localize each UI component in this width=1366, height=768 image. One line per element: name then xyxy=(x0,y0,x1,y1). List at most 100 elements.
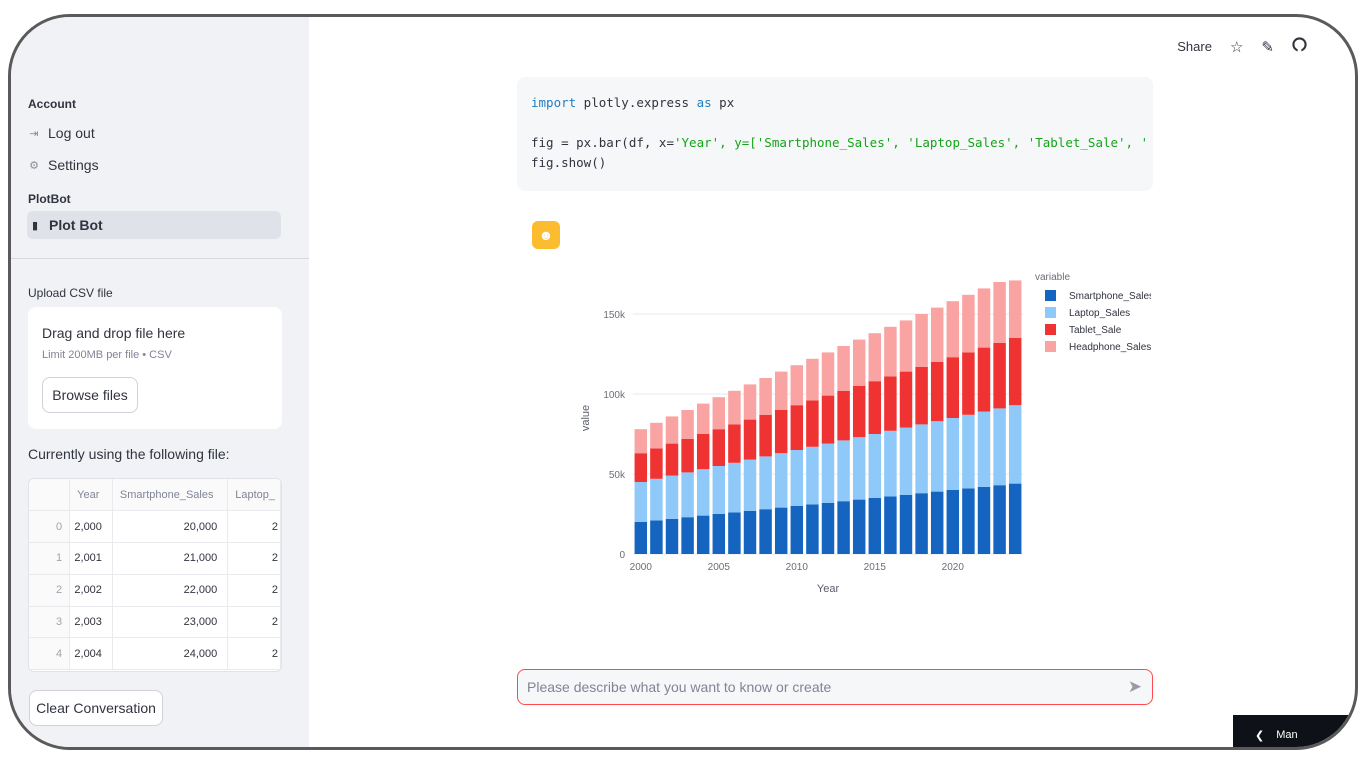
bar-laptop-sales xyxy=(821,443,835,503)
bar-chart-icon: ▮ xyxy=(31,219,39,232)
table-cell[interactable]: 2,001 xyxy=(69,542,113,575)
data-table[interactable]: Year Smartphone_Sales Laptop_ 0 2,000 20… xyxy=(28,478,282,672)
table-cell[interactable]: 2,004 xyxy=(69,637,113,671)
bar-smartphone-sales xyxy=(650,520,663,554)
bar-headphone-sales xyxy=(712,397,726,430)
logout-icon: ⇥ xyxy=(29,127,39,140)
bar-tablet-sale xyxy=(696,434,710,470)
column-header[interactable] xyxy=(29,479,71,512)
bar-tablet-sale xyxy=(899,371,913,428)
chat-input[interactable] xyxy=(527,679,1107,695)
bar-tablet-sale xyxy=(821,395,835,444)
bar-headphone-sales xyxy=(899,320,913,372)
bar-headphone-sales xyxy=(852,339,866,386)
row-index: 1 xyxy=(29,542,71,575)
bar-tablet-sale xyxy=(650,448,663,479)
table-cell[interactable]: 2,000 xyxy=(69,510,113,544)
bar-laptop-sales xyxy=(650,478,663,521)
column-header[interactable]: Laptop_ xyxy=(227,479,281,512)
table-cell[interactable]: 2 xyxy=(227,510,281,544)
bar-headphone-sales xyxy=(743,384,757,420)
bar-headphone-sales xyxy=(837,346,850,391)
send-icon[interactable]: ➤ xyxy=(1127,677,1142,696)
bar-smartphone-sales xyxy=(837,501,850,554)
table-cell[interactable]: 2 xyxy=(227,606,281,639)
app-header: Share ☆ ✎ xyxy=(1177,37,1307,56)
table-row: 3 2,003 23,000 2 xyxy=(29,606,281,639)
sidebar-item-plot-bot[interactable]: ▮ Plot Bot xyxy=(27,211,281,239)
bar-smartphone-sales xyxy=(790,506,804,554)
bar-smartphone-sales xyxy=(712,514,726,554)
bot-avatar-icon: ☻ xyxy=(532,221,560,249)
share-button[interactable]: Share xyxy=(1177,39,1212,54)
bar-tablet-sale xyxy=(743,419,757,460)
table-header-row: Year Smartphone_Sales Laptop_ xyxy=(29,479,281,512)
stacked-bar-chart[interactable]: 0 50k 100k 150k 2000 2005 2010 2015 2020 Year valu… xyxy=(551,272,1151,612)
x-tick-label: 2000 xyxy=(630,562,653,573)
bar-laptop-sales xyxy=(743,459,757,511)
manage-app-button[interactable]: ❮ Man xyxy=(1233,715,1353,747)
bar-smartphone-sales xyxy=(962,488,975,554)
bar-laptop-sales xyxy=(930,421,944,492)
table-cell[interactable]: 20,000 xyxy=(112,510,229,544)
bar-headphone-sales xyxy=(696,403,710,434)
legend-title: variable xyxy=(1035,272,1070,283)
bar-laptop-sales xyxy=(759,456,772,510)
sidebar-item-settings[interactable]: ⚙ Settings xyxy=(27,151,99,179)
bar-smartphone-sales xyxy=(681,517,694,554)
sidebar: Account ⇥ Log out ⚙ Settings PlotBot ▮ P… xyxy=(11,17,309,747)
bar-laptop-sales xyxy=(665,475,679,519)
table-cell[interactable]: 22,000 xyxy=(112,574,229,607)
code-line-1: import plotly.express as px xyxy=(531,95,735,110)
bar-tablet-sale xyxy=(946,357,960,418)
y-tick-label: 100k xyxy=(603,390,626,401)
bar-tablet-sale xyxy=(884,376,897,431)
code-line-2: fig = px.bar(df, x='Year', y=['Smartphon… xyxy=(531,135,1149,150)
edit-icon[interactable]: ✎ xyxy=(1261,38,1274,56)
table-cell[interactable]: 2 xyxy=(227,574,281,607)
y-tick-label: 50k xyxy=(609,470,626,481)
bar-tablet-sale xyxy=(930,362,944,422)
bar-headphone-sales xyxy=(681,410,694,439)
github-icon[interactable] xyxy=(1292,37,1307,56)
current-file-label: Currently using the following file: xyxy=(28,446,230,462)
bar-laptop-sales xyxy=(946,418,960,490)
bar-smartphone-sales xyxy=(743,510,757,554)
clear-conversation-button[interactable]: Clear Conversation xyxy=(29,690,163,726)
table-cell[interactable]: 2,002 xyxy=(69,574,113,607)
bar-headphone-sales xyxy=(915,314,928,367)
sidebar-section-plotbot: PlotBot xyxy=(28,192,71,206)
table-cell[interactable]: 2,003 xyxy=(69,606,113,639)
column-header[interactable]: Smartphone_Sales xyxy=(112,479,229,512)
table-cell[interactable]: 2 xyxy=(227,542,281,575)
bar-headphone-sales xyxy=(806,358,819,401)
bar-laptop-sales xyxy=(728,462,741,513)
table-row: 1 2,001 21,000 2 xyxy=(29,542,281,575)
bar-headphone-sales xyxy=(759,378,772,415)
sidebar-item-logout[interactable]: ⇥ Log out xyxy=(27,119,94,147)
bar-tablet-sale xyxy=(868,381,882,434)
legend-swatch xyxy=(1045,290,1056,301)
star-icon[interactable]: ☆ xyxy=(1229,38,1244,56)
bar-smartphone-sales xyxy=(665,518,679,554)
table-cell[interactable]: 24,000 xyxy=(112,637,229,671)
upload-label: Upload CSV file xyxy=(28,286,113,300)
column-header[interactable]: Year xyxy=(69,479,113,512)
bar-smartphone-sales xyxy=(930,491,944,554)
bar-smartphone-sales xyxy=(1008,483,1022,554)
bar-smartphone-sales xyxy=(946,490,960,554)
code-block: import plotly.express as px fig = px.bar… xyxy=(517,77,1153,191)
file-dropzone[interactable]: Drag and drop file here Limit 200MB per … xyxy=(28,307,282,429)
row-index: 3 xyxy=(29,606,71,639)
table-cell[interactable]: 2 xyxy=(227,637,281,671)
chevron-left-icon: ❮ xyxy=(1255,729,1265,742)
x-tick-label: 2020 xyxy=(942,562,965,573)
table-cell[interactable]: 21,000 xyxy=(112,542,229,575)
bar-tablet-sale xyxy=(837,390,850,441)
browse-files-button[interactable]: Browse files xyxy=(42,377,138,413)
bar-tablet-sale xyxy=(665,443,679,476)
table-cell[interactable]: 23,000 xyxy=(112,606,229,639)
legend-label: Tablet_Sale xyxy=(1069,325,1122,336)
bar-laptop-sales xyxy=(790,450,804,506)
bar-tablet-sale xyxy=(993,342,1006,409)
